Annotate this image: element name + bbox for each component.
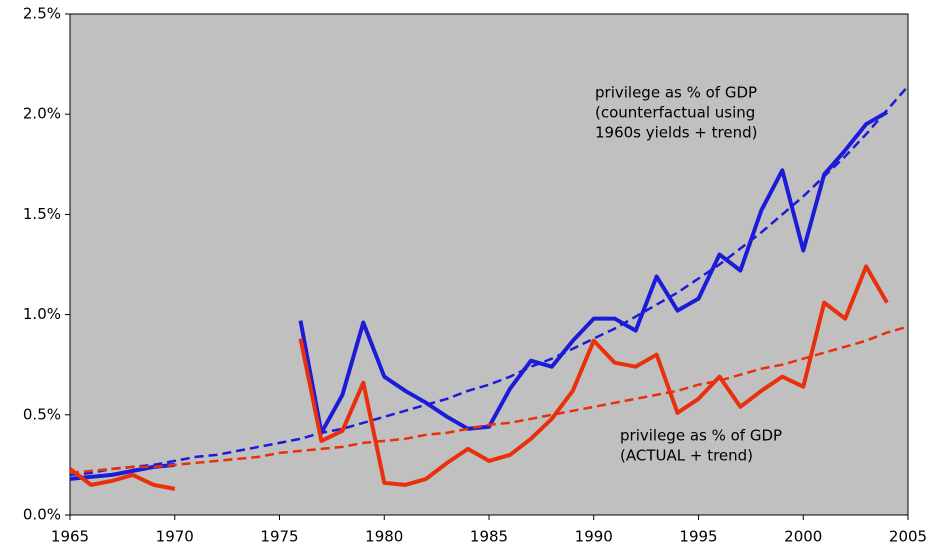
annotation: 1960s yields + trend) xyxy=(595,124,757,142)
annotation: privilege as % of GDP xyxy=(620,427,782,445)
plot-area xyxy=(69,13,909,516)
annotation: (counterfactual using xyxy=(595,104,755,122)
x-tick-label: 1975 xyxy=(260,528,298,546)
x-tick-label: 1965 xyxy=(51,528,89,546)
y-tick-label: 2.0% xyxy=(23,105,61,123)
x-tick-label: 1970 xyxy=(156,528,194,546)
x-tick-label: 2000 xyxy=(784,528,822,546)
x-tick-label: 2005 xyxy=(889,528,927,546)
y-tick-label: 1.5% xyxy=(23,205,61,223)
trend-line xyxy=(69,85,909,477)
y-tick-label: 1.0% xyxy=(23,305,61,323)
x-tick-label: 1990 xyxy=(575,528,613,546)
x-tick-label: 1985 xyxy=(470,528,508,546)
y-tick-label: 0.5% xyxy=(23,405,61,423)
annotation: privilege as % of GDP xyxy=(595,84,757,102)
y-tick-label: 2.5% xyxy=(23,5,61,23)
trend-line xyxy=(69,325,909,475)
annotation: (ACTUAL + trend) xyxy=(620,447,753,465)
series-line xyxy=(68,264,889,491)
x-tick-label: 1980 xyxy=(365,528,403,546)
y-tick-label: 0.0% xyxy=(23,506,61,524)
x-tick-label: 1995 xyxy=(679,528,717,546)
